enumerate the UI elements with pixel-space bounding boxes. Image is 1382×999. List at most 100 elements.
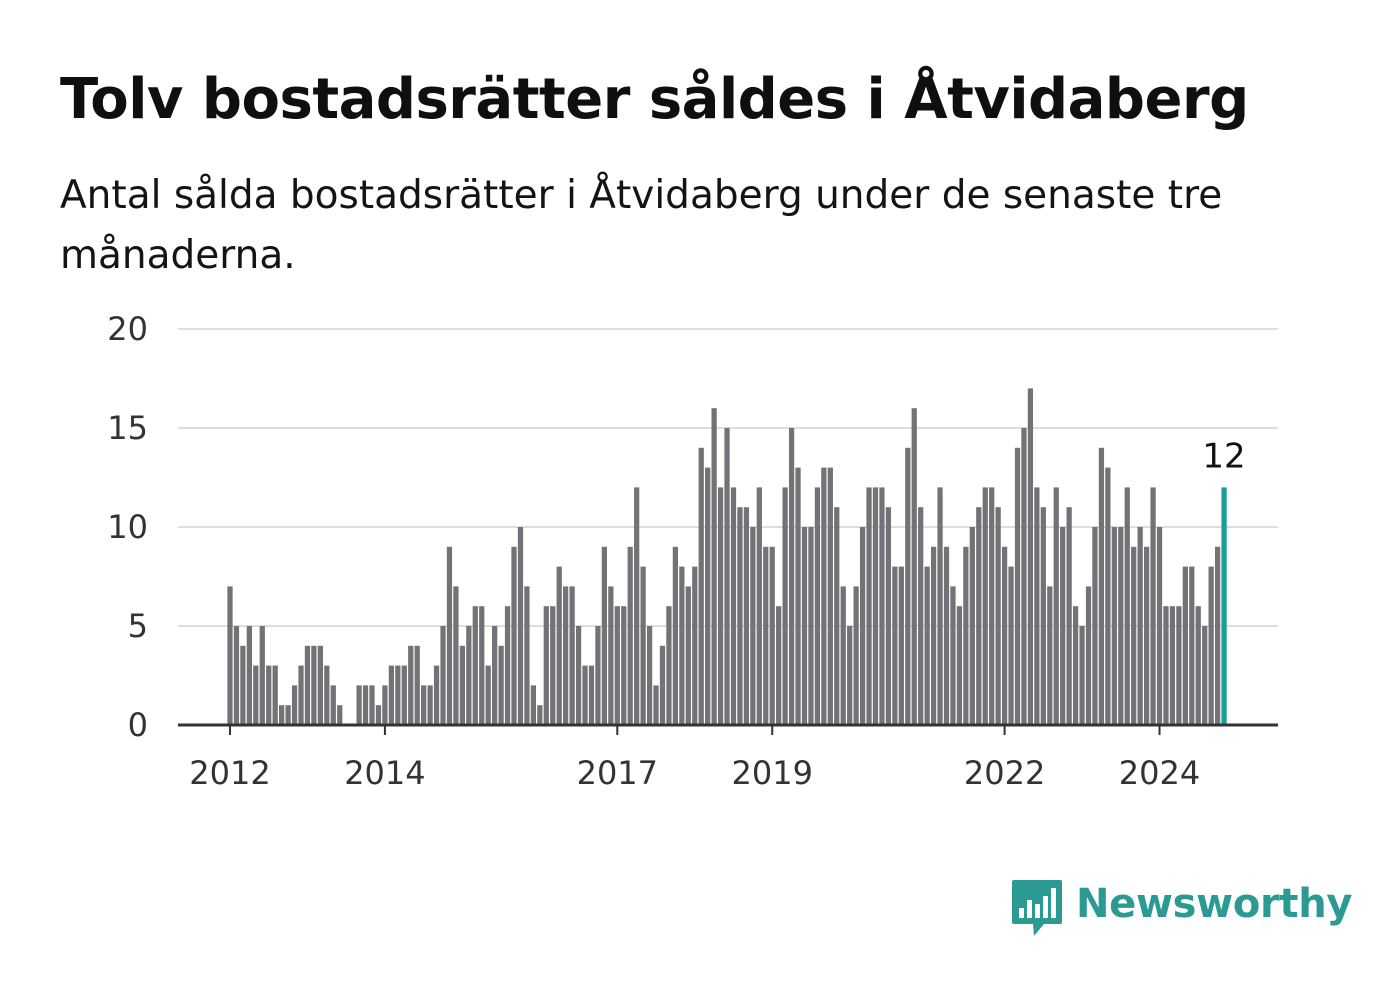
bar [634,487,640,725]
bar [614,606,620,725]
bar [1098,447,1105,725]
bar [563,586,569,725]
bar [950,586,956,725]
bar [1034,487,1040,725]
bar [685,586,691,725]
bar [717,487,724,725]
bar [492,626,498,725]
bar [253,665,259,725]
bar [911,408,917,725]
bar [982,487,988,725]
bar [588,665,595,725]
bar [466,626,472,725]
bar [834,507,840,725]
bar [356,685,362,725]
bar [362,685,369,725]
bar [711,408,717,725]
bar [569,586,575,725]
bar [937,487,943,725]
chart-subtitle: Antal sålda bostadsrätter i Åtvidaberg u… [60,173,1223,278]
bar-chart-speech-bubble-icon [1012,880,1062,936]
bar [311,645,317,725]
bar [769,546,775,725]
y-tick-label: 0 [128,706,148,744]
bar [375,705,382,725]
bar [1189,566,1195,725]
bar [853,586,859,725]
brand-name: Newsworthy [1076,881,1353,927]
bar [1195,606,1201,725]
bar [388,665,394,725]
bar [279,705,285,725]
bar [659,645,666,725]
bar [963,546,969,725]
bar [1053,487,1059,725]
bar [969,527,975,725]
bar [517,527,524,725]
bar [847,626,853,725]
bar [608,586,614,725]
bar [1111,527,1117,725]
bar [776,606,782,725]
bar [730,487,737,725]
bar [801,527,808,725]
bar [672,546,679,725]
bar [401,665,407,725]
bar [395,665,401,725]
bar [1176,606,1182,725]
bar [808,527,814,725]
bar [905,447,911,725]
bar [575,626,582,725]
bar [879,487,885,725]
bar [763,546,769,725]
bar [1202,626,1208,725]
bar [821,467,827,725]
bar [692,566,698,725]
bar [621,606,627,725]
bar [1156,527,1163,725]
bar [698,447,704,725]
bar [291,685,298,725]
bar [1214,546,1221,725]
x-tick-label: 2017 [577,754,658,792]
bar [1066,507,1072,725]
bar [1001,546,1008,725]
bar [918,507,924,725]
bar [840,586,846,725]
bar [433,665,440,725]
bar [498,645,504,725]
bar [705,467,711,725]
y-tick-label: 15 [107,409,148,447]
bar [872,487,879,725]
bar [995,507,1001,725]
bar [1169,606,1176,725]
bar [472,606,478,725]
bar [930,546,937,725]
bar [1163,606,1169,725]
bar [898,566,904,725]
bar [976,507,982,725]
bar-highlight [1221,487,1227,725]
bar [640,566,646,725]
bar [1150,487,1156,725]
bar [653,685,659,725]
bar [259,626,265,725]
bar-chart: 0 5 10 15 20 2012 2014 2017 2019 2022 2024 12 [107,310,1278,792]
bar [1118,527,1124,725]
bar [266,665,272,725]
bar [227,586,233,725]
bar [537,705,543,725]
bar [240,645,246,725]
bar [324,665,330,725]
bar [1137,527,1143,725]
bar [414,645,420,725]
bar [408,645,414,725]
bar [1143,546,1150,725]
bar [814,487,821,725]
x-tick-label: 2019 [732,754,813,792]
bar [627,546,633,725]
bar [485,665,491,725]
bar [453,586,459,725]
bar [1008,566,1014,725]
bar [543,606,549,725]
